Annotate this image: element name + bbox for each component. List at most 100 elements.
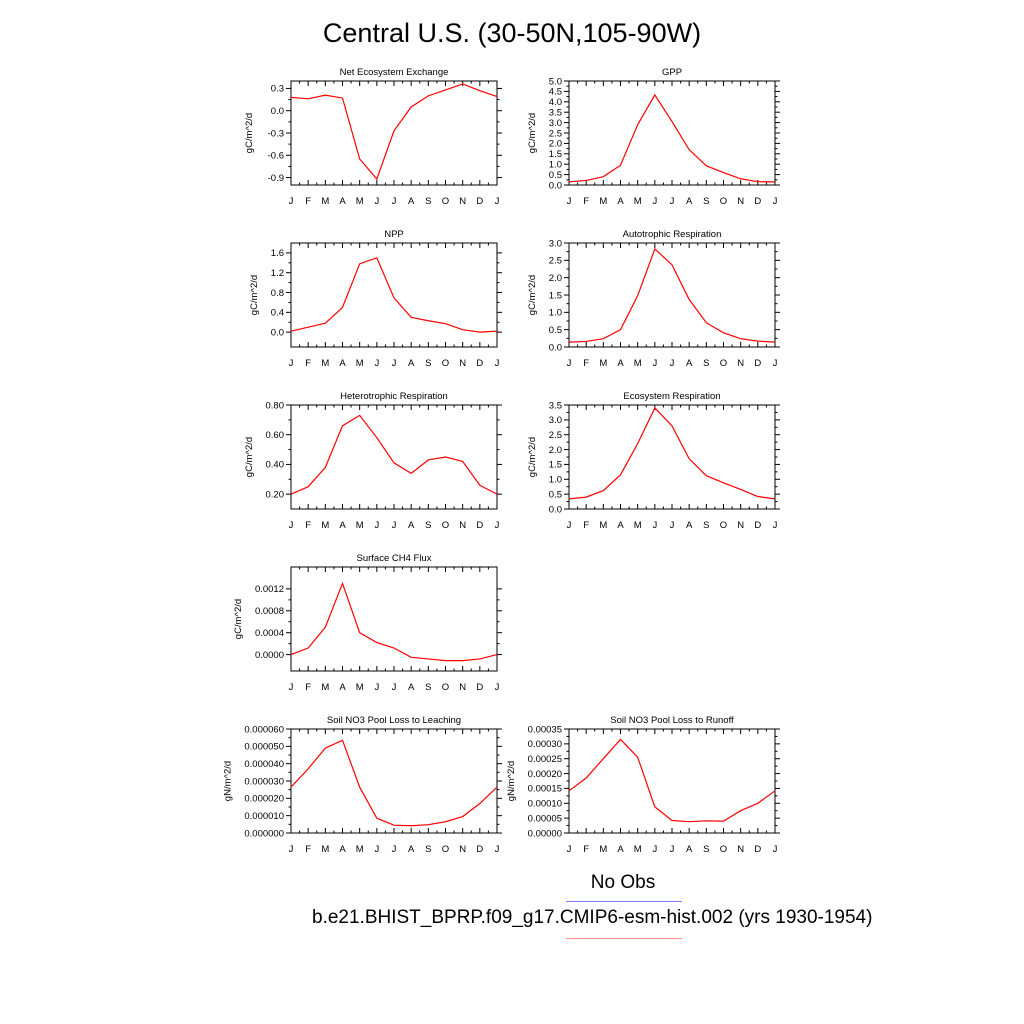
- x-tick-label: M: [321, 844, 329, 855]
- x-tick-label: D: [476, 358, 483, 369]
- y-tick-label: 0.000060: [244, 724, 284, 735]
- x-tick-label: J: [374, 196, 379, 207]
- series-line: [568, 738, 776, 823]
- x-tick-label: F: [305, 844, 311, 855]
- x-tick-label: N: [459, 520, 466, 531]
- y-axis-label: gN/m^2/d: [506, 761, 517, 801]
- panel-title: Surface CH4 Flux: [357, 553, 432, 564]
- y-tick-label: 2.5: [549, 430, 562, 441]
- panel-frame: [290, 728, 498, 834]
- y-tick-label: 0.0000: [255, 650, 284, 661]
- legend-run-label: b.e21.BHIST_BPRP.f09_g17.CMIP6-esm-hist.…: [312, 907, 873, 928]
- x-tick-label: N: [459, 196, 466, 207]
- x-tick-label: A: [686, 196, 693, 207]
- panel-title: Soil NO3 Pool Loss to Leaching: [327, 715, 461, 726]
- y-axis-label: gN/m^2/d: [223, 761, 234, 801]
- y-tick-label: 0.0: [549, 180, 562, 191]
- x-tick-label: M: [599, 196, 607, 207]
- x-tick-label: F: [305, 682, 311, 693]
- x-tick-label: D: [754, 196, 761, 207]
- x-tick-label: J: [392, 520, 397, 531]
- x-tick-label: J: [495, 682, 500, 693]
- x-tick-label: O: [720, 520, 727, 531]
- y-tick-label: 4.0: [549, 97, 562, 108]
- x-tick-label: S: [703, 520, 709, 531]
- x-tick-label: J: [495, 358, 500, 369]
- x-tick-label: M: [599, 844, 607, 855]
- x-tick-label: J: [652, 358, 657, 369]
- series-line: [290, 739, 498, 827]
- x-tick-label: J: [392, 844, 397, 855]
- x-tick-label: D: [754, 844, 761, 855]
- y-tick-label: 3.0: [549, 415, 562, 426]
- y-tick-label: 0.00030: [528, 739, 562, 750]
- x-tick-label: A: [408, 682, 415, 693]
- y-tick-label: 0.5: [549, 489, 562, 500]
- x-tick-label: A: [686, 520, 693, 531]
- x-tick-label: A: [408, 844, 415, 855]
- y-tick-label: 1.0: [549, 475, 562, 486]
- x-tick-label: J: [392, 682, 397, 693]
- series-line: [568, 93, 776, 183]
- panel-frame: [290, 566, 498, 672]
- x-tick-label: A: [686, 844, 693, 855]
- x-tick-label: D: [476, 196, 483, 207]
- x-tick-label: S: [425, 844, 431, 855]
- x-tick-label: D: [476, 844, 483, 855]
- x-tick-label: J: [670, 520, 675, 531]
- y-tick-label: 0.40: [266, 460, 285, 471]
- x-tick-label: J: [773, 844, 778, 855]
- y-tick-label: 0.0: [549, 504, 562, 515]
- panel-title: NPP: [384, 229, 404, 240]
- x-tick-label: J: [670, 844, 675, 855]
- x-tick-label: O: [442, 682, 449, 693]
- y-tick-label: 0.5: [549, 325, 562, 336]
- x-tick-label: S: [425, 196, 431, 207]
- x-tick-label: N: [737, 844, 744, 855]
- y-axis-label: gC/m^2/d: [244, 437, 255, 477]
- x-tick-label: J: [652, 196, 657, 207]
- x-tick-label: N: [459, 358, 466, 369]
- legend-run-line: [566, 938, 682, 939]
- y-tick-label: 0.0: [271, 327, 284, 338]
- panel-frame: [290, 404, 498, 510]
- y-tick-label: 0.00015: [528, 784, 562, 795]
- x-tick-label: A: [408, 358, 415, 369]
- panel-title: Soil NO3 Pool Loss to Runoff: [610, 715, 734, 726]
- x-tick-label: J: [773, 196, 778, 207]
- x-tick-label: S: [703, 358, 709, 369]
- y-tick-label: 2.5: [549, 128, 562, 139]
- x-tick-label: M: [356, 682, 364, 693]
- panel-frame: [568, 728, 776, 834]
- y-tick-label: 1.5: [549, 290, 562, 301]
- x-tick-label: O: [720, 196, 727, 207]
- x-tick-label: A: [339, 196, 346, 207]
- y-tick-label: 2.0: [549, 273, 562, 284]
- series-line: [290, 83, 498, 181]
- y-tick-label: 2.0: [549, 139, 562, 150]
- x-tick-label: A: [339, 844, 346, 855]
- y-axis-label: gC/m^2/d: [527, 113, 538, 153]
- x-tick-label: J: [670, 196, 675, 207]
- panel-frame: [290, 242, 498, 348]
- y-tick-label: 3.0: [549, 238, 562, 249]
- x-tick-label: M: [321, 520, 329, 531]
- series-line: [290, 581, 498, 662]
- x-tick-label: N: [459, 844, 466, 855]
- y-tick-label: 3.5: [549, 400, 562, 411]
- y-tick-label: 0.00025: [528, 754, 562, 765]
- x-tick-label: J: [289, 520, 294, 531]
- x-tick-label: D: [476, 682, 483, 693]
- x-tick-label: J: [495, 520, 500, 531]
- y-tick-label: 0.0008: [255, 606, 284, 617]
- series-line: [568, 406, 776, 500]
- x-tick-label: S: [425, 520, 431, 531]
- panel-title: GPP: [662, 67, 682, 78]
- y-tick-label: 0.00035: [528, 724, 562, 735]
- x-tick-label: F: [305, 358, 311, 369]
- y-tick-label: 0.00010: [528, 799, 562, 810]
- x-tick-label: M: [356, 358, 364, 369]
